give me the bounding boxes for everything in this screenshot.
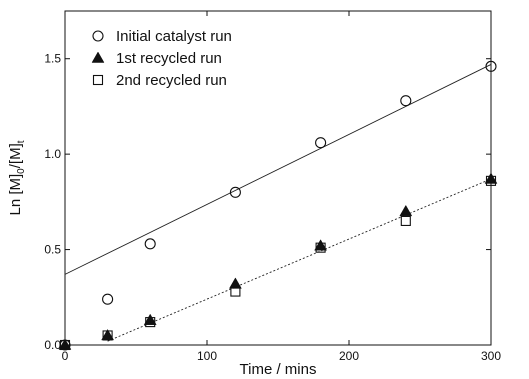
- series-3-point: [485, 175, 497, 186]
- x-tick-label: 0: [62, 349, 69, 363]
- series-2-point: [314, 239, 328, 251]
- y-axis-title-sub1: 0: [16, 168, 27, 174]
- legend-label-3: 2nd recycled run: [116, 72, 227, 89]
- y-tick-label: 0.5: [44, 243, 61, 257]
- x-axis-title: Time / mins: [240, 361, 317, 378]
- legend-marker-2: [91, 51, 105, 63]
- ticks: 0 100 200 300 0.0 0.5 1.0 1.5: [44, 11, 501, 363]
- y-tick-label: 0.0: [44, 338, 61, 352]
- series-2-point: [143, 313, 157, 325]
- y-axis-title: Ln [M]0/[M]t: [7, 140, 27, 215]
- legend-marker-1: [92, 30, 104, 42]
- fit-line-solid: [64, 64, 492, 275]
- series-3-point: [230, 286, 241, 297]
- x-tick-label: 300: [481, 349, 501, 363]
- legend-marker-3: [92, 74, 104, 86]
- series-1-point: [400, 95, 412, 107]
- y-axis-title-mid: /[M]: [7, 143, 24, 168]
- y-axis-title-prefix: Ln [M]: [7, 174, 24, 216]
- series-3-point: [315, 242, 326, 253]
- series-1-point: [485, 60, 497, 72]
- legend-label-1: Initial catalyst run: [116, 28, 232, 45]
- fit-lines: [64, 64, 492, 342]
- legend-label-2: 1st recycled run: [116, 50, 222, 67]
- series-2-point: [484, 172, 498, 184]
- series-1-point: [229, 186, 241, 198]
- y-axis-title-sub2: t: [16, 140, 27, 143]
- series-2-point: [399, 204, 413, 217]
- series-3-point: [145, 317, 156, 328]
- y-tick-label: 1.0: [44, 147, 61, 161]
- y-tick-label: 1.5: [44, 52, 61, 66]
- series-1-point: [315, 137, 327, 149]
- data-points: [58, 60, 498, 351]
- x-tick-label: 200: [339, 349, 359, 363]
- series-1-point: [102, 293, 114, 305]
- x-tick-label: 100: [197, 349, 217, 363]
- series-2-point: [228, 277, 242, 289]
- series-1-point: [144, 238, 156, 250]
- series-3-point: [102, 330, 113, 341]
- series-3-point: [59, 339, 71, 351]
- legend: Initial catalyst run 1st recycled run 2nd …: [91, 28, 232, 89]
- fit-line-dotted: [107, 178, 492, 342]
- series-3-point: [400, 215, 411, 226]
